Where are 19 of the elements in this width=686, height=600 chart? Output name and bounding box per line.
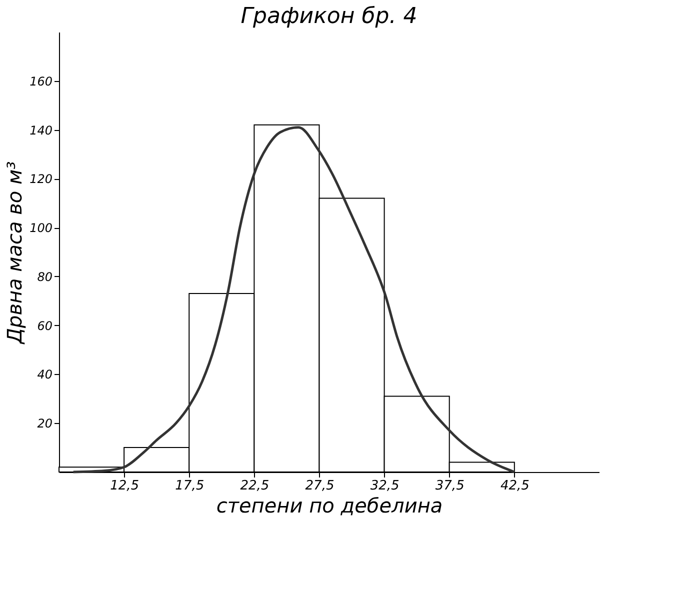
x-tick-label: 37,5: [435, 478, 464, 494]
y-tick-label: 120: [30, 172, 53, 186]
x-tick-label: 22,5: [240, 478, 270, 494]
y-tick-label: 160: [30, 74, 53, 88]
x-tick-label: 32,5: [370, 478, 400, 494]
y-tick-label: 60: [37, 318, 53, 333]
y-tick-label: 100: [30, 221, 53, 236]
y-tick-label: 80: [37, 270, 53, 284]
y-tick-label: 140: [30, 123, 53, 138]
y-axis-title: Дрвна маса во м³: [2, 161, 27, 345]
line-series: [72, 126, 516, 474]
x-axis-title: степени по дебелина: [216, 494, 443, 518]
y-tick-label: 40: [37, 368, 53, 382]
chart-title: Графикон бр. 4: [240, 4, 418, 29]
x-tick-label: 42,5: [500, 478, 530, 494]
x-tick-label: 17,5: [175, 478, 204, 494]
x-tick-label: 12,5: [110, 478, 140, 494]
x-tick-label: 27,5: [305, 478, 334, 494]
y-tick-label: 20: [37, 416, 53, 431]
